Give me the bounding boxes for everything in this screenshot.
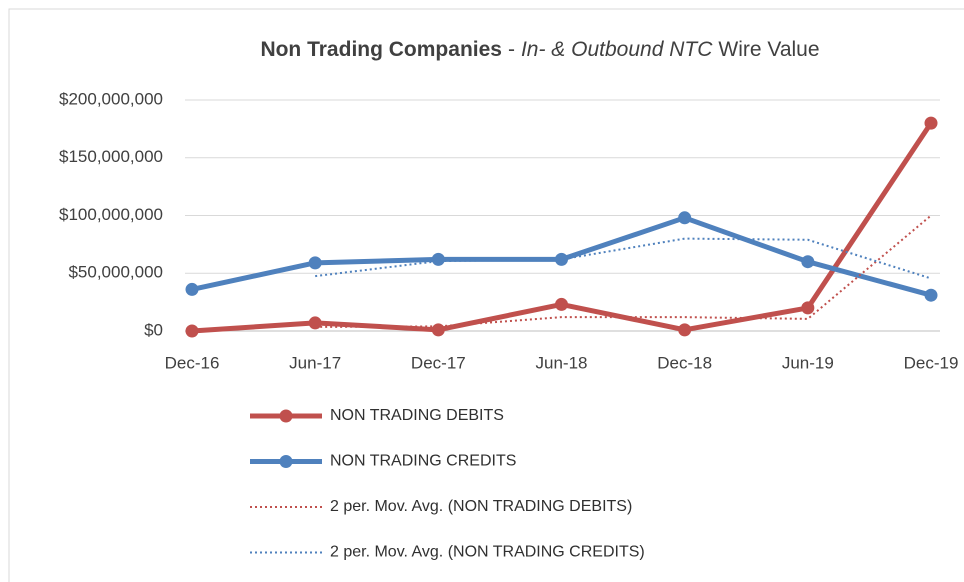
legend-label: NON TRADING CREDITS — [330, 453, 516, 470]
data-point — [185, 282, 199, 296]
legend-label: NON TRADING DEBITS — [330, 407, 504, 424]
y-tick-label: $50,000,000 — [68, 263, 163, 282]
trend-line — [315, 237, 932, 280]
data-point — [431, 252, 445, 266]
data-point — [555, 297, 568, 311]
x-tick-label: Jun-17 — [289, 353, 341, 372]
title-part: - — [508, 38, 515, 61]
title-part: Non Trading Companies — [260, 38, 502, 61]
data-point — [555, 252, 568, 266]
data-point — [308, 256, 322, 270]
data-point — [678, 211, 692, 225]
y-tick-label: $0 — [144, 320, 163, 339]
data-point — [308, 316, 322, 330]
y-tick-label: $100,000,000 — [59, 205, 163, 224]
title-part: In- & Outbound NTC — [521, 38, 713, 61]
x-tick-label: Dec-19 — [904, 353, 959, 372]
y-tick-label: $150,000,000 — [59, 147, 163, 166]
title-part: Wire Value — [718, 38, 819, 61]
x-tick-label: Jun-19 — [782, 353, 834, 372]
legend-marker — [279, 409, 293, 423]
data-point — [801, 301, 815, 315]
data-point — [678, 323, 692, 337]
data-point — [185, 324, 199, 338]
chart-title: Non Trading Companies - In- & Outbound NTC… — [260, 38, 819, 61]
x-tick-label: Jun-18 — [536, 353, 588, 372]
chart-frame — [8, 8, 964, 582]
legend-marker — [279, 455, 293, 468]
data-point — [801, 255, 815, 269]
legend-label: 2 per. Mov. Avg. (NON TRADING DEBITS) — [330, 498, 632, 515]
y-tick-label: $200,000,000 — [59, 89, 163, 108]
data-point — [924, 116, 938, 130]
data-point — [924, 288, 938, 302]
x-tick-label: Dec-17 — [411, 353, 466, 372]
x-tick-label: Dec-16 — [165, 353, 220, 372]
data-point — [431, 323, 445, 337]
x-tick-label: Dec-18 — [657, 353, 712, 372]
legend-label: 2 per. Mov. Avg. (NON TRADING CREDITS) — [330, 544, 645, 561]
